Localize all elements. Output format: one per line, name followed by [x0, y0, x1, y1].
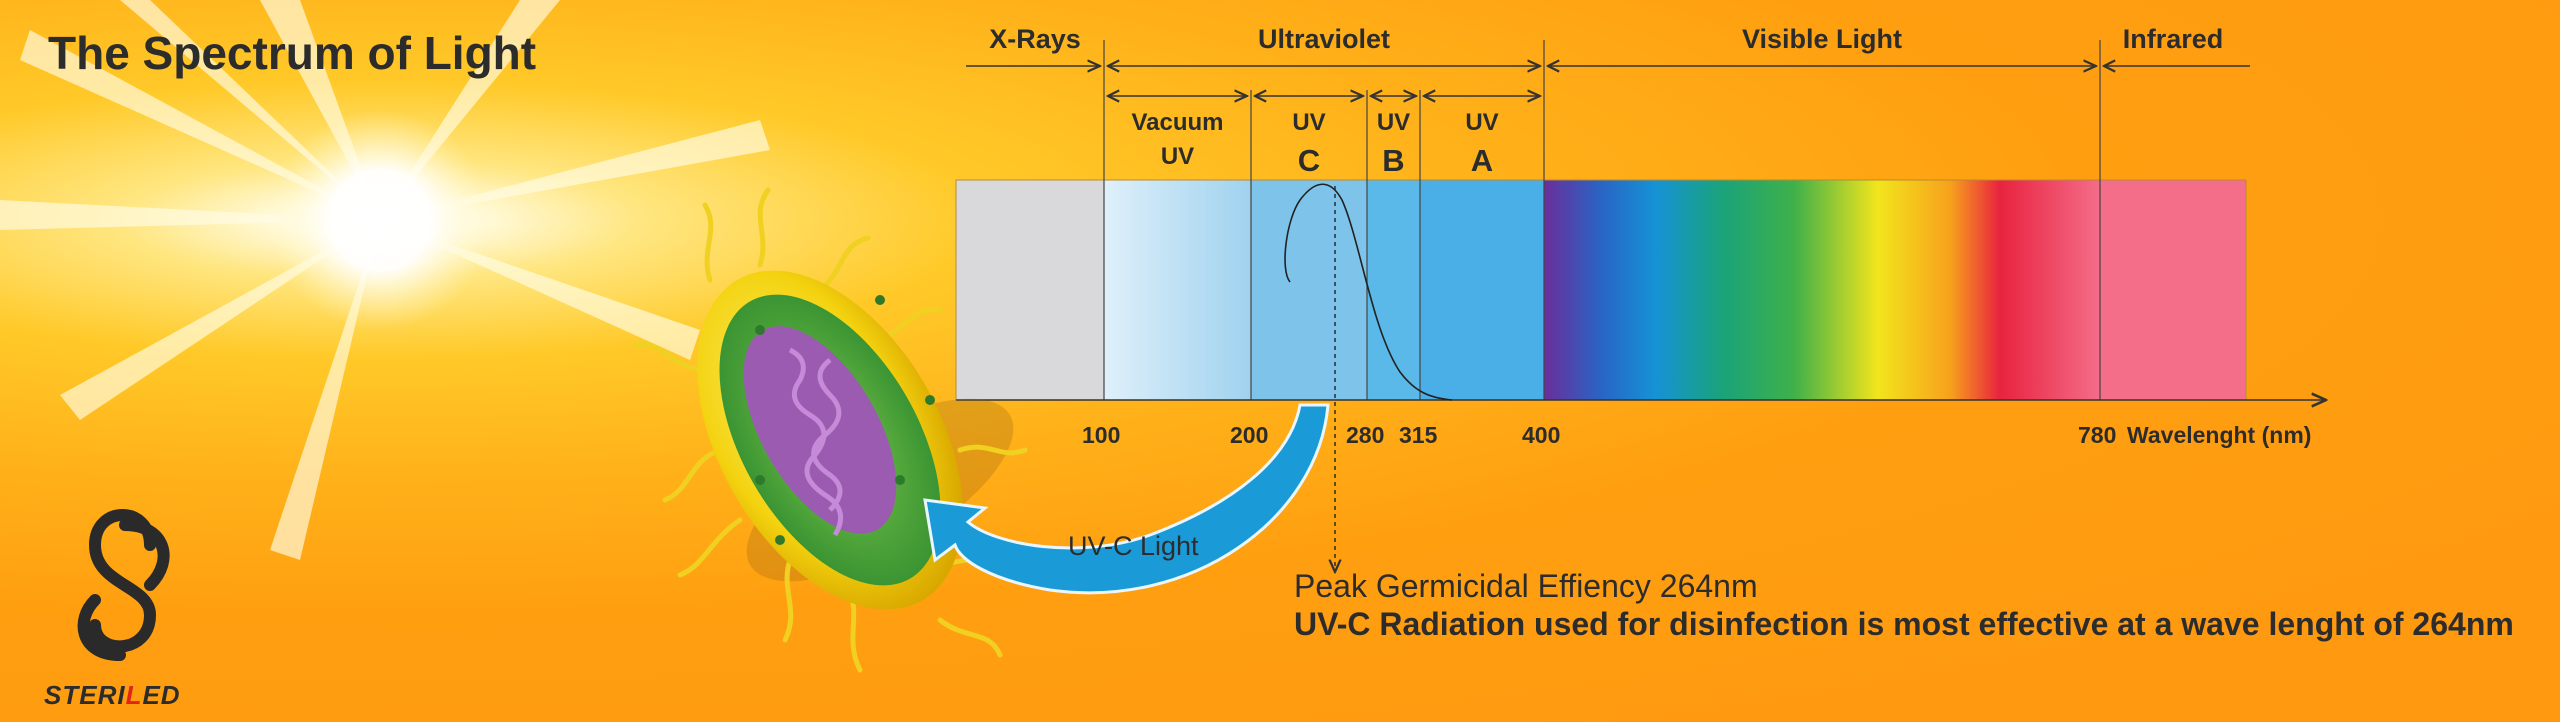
brand-accent: L [125, 680, 143, 710]
tick-label: 780 [2078, 422, 2117, 448]
brand-suffix: ED [142, 680, 181, 710]
tick-label: 280 [1346, 422, 1385, 448]
germicidal-curve [1284, 183, 1453, 401]
band-label-visible: Visible Light [1741, 24, 1903, 54]
uvc-light-label: UV-C Light [1068, 531, 1199, 561]
tick-label: 100 [1082, 422, 1121, 448]
uvc-arrow [923, 403, 1330, 595]
tick-label: 200 [1230, 422, 1269, 448]
band-label-ultraviolet: Ultraviolet [1257, 24, 1391, 54]
subband-vacuum-line1: Vacuum [1131, 109, 1224, 136]
bacterium-illustration [632, 187, 1028, 673]
spectrum-bar [955, 179, 2247, 401]
peak-label: Peak Germicidal Effiency 264nm [1294, 568, 1758, 604]
sun [270, 110, 490, 330]
description: UV-C Radiation used for disinfection is … [1294, 606, 2514, 642]
page-title: The Spectrum of Light [48, 27, 537, 79]
axis-unit-label: Wavelenght (nm) [2127, 422, 2312, 448]
subband-uvc-top: UV [1292, 109, 1326, 136]
band-label-infrared: Infrared [2122, 24, 2224, 54]
subband-uvb-top: UV [1376, 109, 1411, 136]
subband-vacuum-line2: UV [1160, 143, 1195, 170]
steriled-logo [77, 509, 170, 661]
subband-uva-top: UV [1465, 109, 1499, 136]
subband-uva-letter: A [1470, 143, 1494, 178]
band-arrows [966, 66, 2250, 96]
subband-uvc-letter: C [1297, 143, 1321, 178]
tick-label: 400 [1522, 422, 1561, 448]
brand-prefix: STERI [44, 680, 126, 710]
tick-label: 315 [1399, 422, 1438, 448]
subband-uvb-letter: B [1382, 143, 1405, 178]
band-separators [1103, 40, 2101, 400]
brand-name: STERILED [44, 680, 181, 711]
band-label-xrays: X-Rays [989, 24, 1081, 54]
